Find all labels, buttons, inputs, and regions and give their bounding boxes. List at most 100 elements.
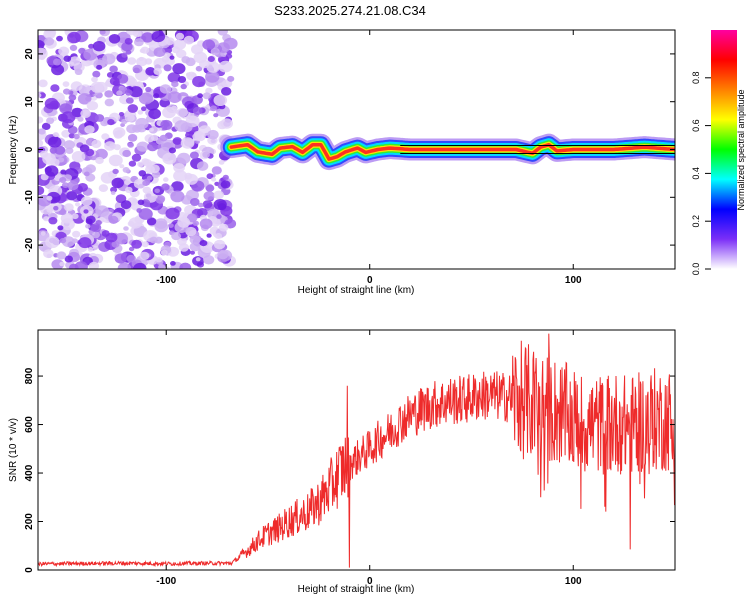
- noise-blob: [38, 139, 44, 148]
- noise-blob: [80, 109, 91, 118]
- noise-blob: [181, 56, 191, 64]
- colorbar-tick-label: 0.4: [691, 167, 701, 180]
- noise-blob: [137, 110, 144, 115]
- noise-blob: [65, 147, 74, 154]
- y-tick-label: 400: [24, 464, 35, 481]
- noise-blob: [207, 56, 215, 62]
- colorbar-tick-label: 0.6: [691, 119, 701, 132]
- noise-blob: [216, 214, 222, 219]
- noise-blob: [58, 46, 70, 56]
- noise-blob: [124, 89, 133, 96]
- noise-blob: [60, 218, 75, 231]
- chart-title: S233.2025.274.21.08.C34: [274, 3, 426, 18]
- noise-blob: [218, 160, 225, 165]
- noise-blob: [189, 151, 199, 160]
- noise-blob: [159, 84, 172, 94]
- noise-blob: [202, 39, 216, 50]
- noise-blob: [202, 200, 213, 209]
- noise-blob: [217, 250, 229, 260]
- noise-blob: [144, 58, 153, 65]
- noise-blob: [113, 144, 121, 151]
- noise-blob: [54, 145, 66, 155]
- noise-blob: [172, 63, 186, 75]
- noise-blob: [172, 137, 182, 145]
- noise-blob: [214, 233, 223, 239]
- colorbar-tick-label: 0.8: [691, 72, 701, 85]
- noise-blob: [59, 177, 67, 183]
- colorbar-ticks: 0.0 0.2 0.4 0.6 0.8: [691, 72, 711, 275]
- noise-blob: [101, 230, 110, 237]
- noise-blob: [74, 261, 88, 269]
- noise-blob: [95, 205, 110, 217]
- noise-blob: [213, 94, 228, 107]
- noise-blob: [149, 236, 158, 244]
- noise-blob: [118, 112, 125, 117]
- noise-blob: [190, 250, 195, 255]
- noise-blob: [120, 200, 132, 210]
- noise-blob: [75, 202, 80, 207]
- noise-blob: [125, 49, 132, 55]
- noise-blob: [44, 37, 55, 46]
- noise-blob: [77, 183, 88, 192]
- noise-blob: [51, 64, 65, 76]
- noise-blob: [92, 70, 101, 78]
- noise-blob: [205, 70, 220, 83]
- noise-blob: [91, 231, 101, 239]
- noise-blob: [94, 114, 105, 122]
- noise-blob: [110, 186, 118, 193]
- noise-blob: [155, 257, 163, 263]
- noise-blob: [85, 215, 96, 224]
- noise-blob: [123, 226, 129, 231]
- noise-blob: [109, 65, 118, 73]
- noise-blob: [206, 61, 220, 73]
- noise-blob: [124, 38, 133, 45]
- noise-blob: [91, 76, 98, 83]
- heatmap-xlabel: Height of straight line (km): [298, 285, 415, 296]
- noise-blob: [38, 79, 48, 88]
- noise-blob: [137, 199, 145, 206]
- noise-blob: [220, 118, 233, 129]
- noise-blob: [162, 152, 177, 165]
- noise-blob: [43, 216, 50, 222]
- noise-blob: [192, 106, 203, 115]
- noise-blob: [116, 90, 123, 96]
- noise-blob: [213, 239, 226, 250]
- noise-blob: [38, 116, 44, 124]
- noise-blob: [151, 30, 166, 43]
- noise-blob: [207, 129, 219, 140]
- noise-blob: [205, 87, 213, 94]
- heatmap-ylabel: Frequency (Hz): [8, 116, 19, 185]
- x-tick-label: 0: [367, 576, 373, 587]
- noise-blob: [44, 166, 52, 173]
- noise-blob: [136, 57, 148, 67]
- noise-blob: [225, 53, 233, 59]
- noise-blob: [218, 223, 229, 232]
- noise-blob: [170, 190, 185, 203]
- noise-blob: [192, 220, 199, 226]
- noise-blob: [50, 84, 60, 92]
- noise-blob: [131, 239, 143, 249]
- noise-blob: [43, 30, 56, 40]
- noise-blob: [161, 183, 170, 191]
- noise-blob: [160, 119, 173, 131]
- noise-blob: [38, 185, 45, 196]
- noise-blob: [139, 48, 146, 53]
- noise-blob: [137, 161, 144, 167]
- colorbar-label: Normalized spectral amplitude: [736, 89, 746, 210]
- noise-blob: [69, 56, 81, 66]
- y-tick-label: 600: [24, 416, 35, 433]
- noise-blob: [64, 203, 74, 212]
- noise-blob: [70, 81, 83, 92]
- noise-blob: [69, 44, 78, 52]
- noise-blob: [145, 165, 155, 174]
- noise-blob: [134, 38, 144, 47]
- noise-blob: [168, 223, 174, 229]
- noise-blob: [124, 113, 135, 122]
- noise-blob: [59, 237, 67, 244]
- noise-blob: [102, 53, 116, 65]
- noise-blob: [61, 187, 68, 193]
- noise-region: [38, 30, 238, 269]
- noise-blob: [198, 202, 204, 208]
- noise-blob: [133, 262, 147, 269]
